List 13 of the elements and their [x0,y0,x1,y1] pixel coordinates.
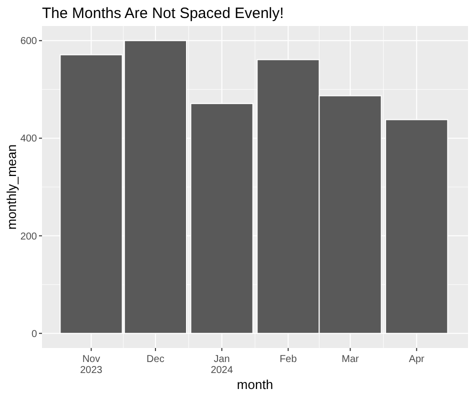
y-axis-title: monthly_mean [4,144,19,230]
y-tick-label: 400 [20,134,38,145]
x-tick-label: Dec [146,354,164,365]
x-tick-label: Feb [280,354,298,365]
x-axis-title: month [236,377,274,392]
y-tick-label: 0 [31,328,38,340]
y-tick-label: 600 [20,36,38,48]
x-tick-label: Jan 2024 [210,354,234,376]
chart-title: The Months Are Not Spaced Evenly! [42,5,284,22]
y-tick-label: 200 [20,231,38,242]
x-tick-label: Nov 2023 [80,354,103,376]
x-tick-label: Apr [408,354,426,365]
x-tick-label: Mar [342,354,360,365]
